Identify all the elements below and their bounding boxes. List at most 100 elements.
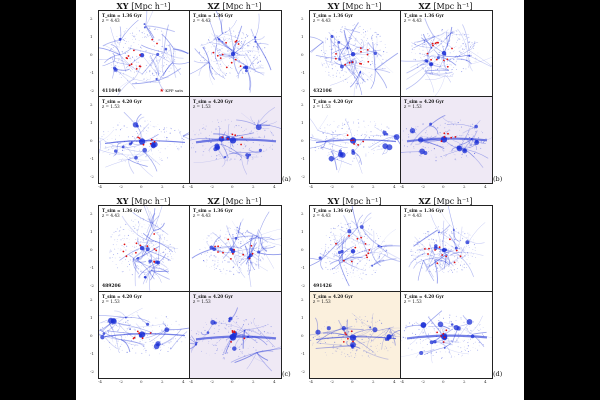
sim-time: T_sim = 4.20 Gyr: [193, 99, 233, 104]
x-tick-label: 0: [442, 184, 445, 189]
header-unit: [Mpc h⁻¹]: [342, 197, 382, 206]
time-stamp: T_sim = 1.36 Gyr z = 4.43: [404, 13, 444, 23]
column-header-xy: XY [Mpc h⁻¹]: [117, 196, 171, 206]
redshift: z = 4.43: [193, 18, 211, 23]
x-tick-label: -2: [330, 184, 334, 189]
y-tick-label: 1: [301, 34, 304, 39]
y-tick-label: 1: [90, 34, 93, 39]
x-tick-label: -4: [309, 184, 313, 189]
y-tick-label: 2: [301, 16, 304, 21]
x-tick-label: 4: [273, 379, 276, 384]
redshift: z = 1.53: [193, 299, 211, 304]
x-tick-label: -4: [400, 184, 404, 189]
x-tick-label: -4: [98, 184, 102, 189]
y-tick-label: -2: [301, 174, 305, 179]
legend: ★ KPP sats: [159, 88, 183, 94]
cosmic-web-render: [408, 206, 486, 284]
header-projection: XZ: [207, 196, 220, 206]
x-tick-label: 2: [252, 184, 255, 189]
time-stamp: T_sim = 1.36 Gyr z = 4.43: [313, 208, 353, 218]
redshift: z = 1.53: [313, 104, 331, 109]
cosmic-web-render: [401, 18, 492, 97]
y-tick-label: -2: [301, 369, 305, 374]
web-layer: [191, 211, 281, 287]
projection-frame-c-early-xy: T_sim = 1.36 Gyr z = 4.43 489206: [98, 205, 191, 293]
x-tick-label: 4: [393, 184, 396, 189]
y-tick-label: 0: [90, 52, 93, 57]
halo-id: 411049: [102, 89, 121, 94]
y-tick-label: -1: [301, 265, 305, 270]
web-layer: [401, 18, 492, 97]
cosmic-web-render: [310, 313, 401, 360]
x-tick-label: 0: [140, 184, 143, 189]
column-header-xz: XZ [Mpc h⁻¹]: [207, 1, 261, 11]
cosmic-web-render: [109, 206, 179, 291]
x-tick-label: 0: [351, 379, 354, 384]
x-tick-label: 4: [484, 184, 487, 189]
header-unit: [Mpc h⁻¹]: [433, 197, 473, 206]
redshift: z = 4.43: [404, 18, 422, 23]
x-tick-label: 4: [182, 184, 185, 189]
web-layer: [99, 111, 190, 178]
x-tick-label: 0: [140, 379, 143, 384]
projection-frame-b-early-xz: T_sim = 1.36 Gyr z = 4.43: [400, 10, 493, 98]
column-header-xy: XY [Mpc h⁻¹]: [117, 1, 171, 11]
projection-frame-d-early-xz: T_sim = 1.36 Gyr z = 4.43: [400, 205, 493, 293]
sim-time: T_sim = 4.20 Gyr: [313, 294, 353, 299]
header-projection: XY: [116, 196, 129, 206]
redshift: z = 1.53: [102, 104, 120, 109]
header-projection: XZ: [207, 1, 220, 11]
projection-frame-c-late-xy: T_sim = 4.20 Gyr z = 1.53: [98, 291, 191, 379]
x-tick-label: -4: [189, 379, 193, 384]
y-tick-label: -1: [301, 351, 305, 356]
x-tick-label: 2: [161, 379, 164, 384]
time-stamp: T_sim = 4.20 Gyr z = 1.53: [313, 294, 353, 304]
y-tick-label: 1: [90, 120, 93, 125]
sim-time: T_sim = 1.36 Gyr: [102, 13, 142, 18]
figure-sheet: XY [Mpc h⁻¹] XZ [Mpc h⁻¹] T_sim = 1.36 Gyr…: [76, 0, 524, 400]
y-tick-label: 2: [90, 297, 93, 302]
x-tick-label: -2: [119, 184, 123, 189]
sim-time: T_sim = 1.36 Gyr: [193, 13, 233, 18]
y-tick-label: -1: [90, 265, 94, 270]
sim-time: T_sim = 1.36 Gyr: [313, 208, 353, 213]
header-projection: XZ: [418, 196, 431, 206]
x-tick-label: -2: [119, 379, 123, 384]
x-tick-label: 0: [231, 379, 234, 384]
legend-label: KPP sats: [165, 88, 183, 93]
cosmic-web-render: [191, 211, 281, 287]
column-header-xz: XZ [Mpc h⁻¹]: [418, 196, 472, 206]
web-layer: [310, 206, 401, 287]
cosmic-web-render: [190, 11, 272, 93]
cosmic-web-render: [190, 107, 281, 175]
y-tick-label: 1: [301, 315, 304, 320]
y-tick-label: 0: [90, 247, 93, 252]
cosmic-web-render: [99, 11, 190, 96]
web-layer: [310, 22, 399, 97]
projection-frame-a-early-xz: T_sim = 1.36 Gyr z = 4.43: [189, 10, 282, 98]
halo-id: 489206: [102, 284, 121, 289]
redshift: z = 4.43: [313, 213, 331, 218]
web-layer: [408, 206, 486, 284]
y-tick-label: -1: [90, 70, 94, 75]
x-tick-label: 2: [463, 379, 466, 384]
projection-frame-d-late-xz: T_sim = 4.20 Gyr z = 1.53: [400, 291, 493, 379]
column-header-xz: XZ [Mpc h⁻¹]: [207, 196, 261, 206]
panel-label: (c): [282, 370, 291, 378]
time-stamp: T_sim = 1.36 Gyr z = 4.43: [313, 13, 353, 23]
y-tick-label: 0: [90, 333, 93, 338]
x-tick-label: 4: [393, 379, 396, 384]
web-layer: [310, 115, 401, 174]
y-tick-label: 2: [301, 211, 304, 216]
x-tick-label: -4: [309, 379, 313, 384]
y-tick-label: -2: [90, 174, 94, 179]
panel-label: (b): [493, 175, 503, 183]
time-stamp: T_sim = 1.36 Gyr z = 4.43: [102, 13, 142, 23]
y-tick-label: -2: [90, 88, 94, 93]
sim-time: T_sim = 4.20 Gyr: [404, 294, 444, 299]
x-tick-label: 0: [231, 184, 234, 189]
sim-time: T_sim = 1.36 Gyr: [102, 208, 142, 213]
projection-frame-d-early-xy: T_sim = 1.36 Gyr z = 4.43 491426: [309, 205, 402, 293]
time-stamp: T_sim = 1.36 Gyr z = 4.43: [404, 208, 444, 218]
cosmic-web-render: [99, 111, 190, 178]
